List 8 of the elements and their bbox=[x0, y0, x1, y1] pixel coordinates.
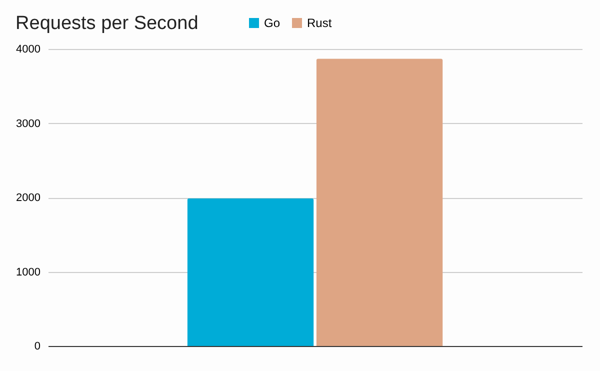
y-tick-label: 2000 bbox=[16, 192, 40, 204]
legend-label: Go bbox=[264, 16, 280, 30]
y-tick-label: 1000 bbox=[16, 266, 40, 278]
legend-label: Rust bbox=[307, 16, 332, 30]
y-tick-label: 4000 bbox=[16, 44, 40, 56]
y-tick-label: 3000 bbox=[16, 118, 40, 130]
y-tick-label: 0 bbox=[34, 340, 40, 352]
chart-title: Requests per Second bbox=[16, 13, 198, 34]
